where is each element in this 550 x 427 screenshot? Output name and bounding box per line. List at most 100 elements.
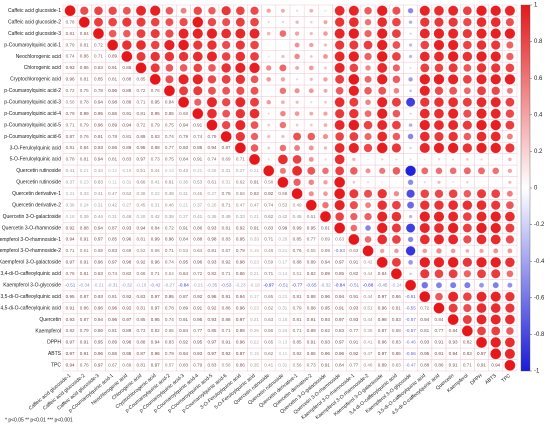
correlation-circle: [419, 131, 430, 142]
correlation-label: 0.91: [321, 363, 330, 368]
correlation-circle: [334, 17, 345, 28]
correlation-label: -0.24: [391, 282, 402, 287]
correlation-label: 0.91: [94, 134, 103, 139]
correlation-circle: [234, 142, 246, 154]
correlation-circle: [334, 142, 345, 154]
correlation-label: 0.95: [137, 145, 146, 150]
correlation-circle: [421, 167, 429, 175]
row-label: Quercetin derivative-1: [12, 191, 61, 197]
correlation-label: 0.49: [165, 191, 174, 196]
correlation-circle: [462, 28, 473, 39]
correlation-circle: [351, 157, 356, 162]
correlation-circle: [267, 55, 270, 58]
correlation-label: 0.93: [349, 305, 358, 310]
correlation-circle: [207, 74, 217, 84]
correlation-circle: [479, 248, 484, 254]
row-label: Caffeic acid glucoside-2: [8, 19, 61, 25]
correlation-circle: [508, 180, 512, 185]
correlation-label: 0.24: [80, 202, 89, 207]
correlation-circle: [391, 17, 401, 27]
correlation-circle: [392, 132, 401, 141]
correlation-circle: [405, 165, 416, 177]
correlation-circle: [391, 257, 402, 267]
correlation-label: 0.55: [307, 248, 316, 253]
correlation-circle: [476, 314, 487, 325]
correlation-label: 0.96: [66, 77, 75, 82]
correlation-label: 0.72: [193, 271, 202, 276]
correlation-circle: [178, 86, 189, 96]
correlation-label: 0.94: [94, 225, 103, 230]
correlation-circle: [165, 75, 174, 84]
correlation-label: 0.91: [250, 225, 259, 230]
correlation-circle: [108, 6, 118, 16]
correlation-circle: [409, 158, 412, 161]
correlation-label: 0.74: [193, 134, 202, 139]
correlation-label: 0.92: [349, 351, 358, 356]
correlation-circle: [476, 97, 487, 108]
correlation-circle: [221, 5, 231, 16]
correlation-circle: [282, 44, 284, 46]
correlation-circle: [334, 40, 345, 50]
correlation-label: 0.74: [165, 317, 174, 322]
correlation-label: 0.93: [66, 65, 75, 70]
correlation-circle: [308, 179, 315, 186]
correlation-label: 0.42: [108, 202, 117, 207]
correlation-label: 0.67: [108, 363, 117, 368]
correlation-circle: [235, 40, 246, 50]
correlation-circle: [480, 181, 483, 184]
correlation-circle: [448, 200, 459, 211]
correlation-label: 0.87: [80, 294, 89, 299]
correlation-label: 0.23: [80, 180, 89, 185]
correlation-circle: [324, 158, 327, 161]
correlation-label: 0.21: [278, 248, 287, 253]
correlation-label: 0.17: [278, 260, 287, 265]
correlation-circle: [149, 73, 161, 85]
correlation-circle: [476, 86, 487, 96]
correlation-circle: [348, 51, 360, 62]
correlation-label: 0.71: [94, 54, 103, 59]
correlation-circle: [335, 166, 345, 176]
correlation-label: -0.32: [320, 282, 331, 287]
correlation-label: 0.95: [122, 351, 131, 356]
correlation-label: 0.87: [108, 225, 117, 230]
correlation-label: 0.62: [264, 351, 273, 356]
correlation-circle: [505, 201, 514, 210]
correlation-circle: [507, 168, 513, 174]
correlation-circle: [435, 282, 443, 289]
correlation-label: 0.96: [94, 260, 103, 265]
correlation-circle: [476, 74, 487, 85]
correlation-label: 0.61: [307, 214, 316, 219]
correlation-label: 0.89: [307, 260, 316, 265]
correlation-label: 0.93: [420, 340, 429, 345]
correlation-circle: [376, 28, 388, 39]
correlation-circle: [335, 86, 344, 95]
correlation-label: 0.88: [193, 145, 202, 150]
correlation-label: 0.53: [278, 202, 287, 207]
correlation-circle: [463, 235, 472, 244]
correlation-label: 0.46: [165, 202, 174, 207]
correlation-circle: [476, 40, 487, 50]
correlation-circle: [447, 291, 459, 302]
correlation-circle: [235, 51, 246, 62]
correlation-circle: [490, 222, 502, 234]
correlation-circle: [221, 28, 232, 39]
correlation-circle: [462, 200, 473, 211]
correlation-circle: [350, 224, 358, 232]
correlation-circle: [492, 282, 499, 289]
correlation-circle: [149, 5, 161, 17]
correlation-label: 0.84: [80, 145, 89, 150]
correlation-label: 0.97: [94, 237, 103, 242]
correlation-circle: [408, 20, 413, 25]
correlation-label: 0.63: [349, 248, 358, 253]
correlation-label: 0.71: [264, 237, 273, 242]
correlation-label: 0.68: [392, 328, 401, 333]
correlation-label: 0.99: [151, 237, 160, 242]
row-label: TPC: [51, 363, 61, 369]
correlation-circle: [448, 63, 458, 73]
correlation-circle: [434, 17, 444, 27]
correlation-label: 0.71: [463, 363, 472, 368]
correlation-circle: [379, 248, 385, 254]
correlation-circle: [378, 167, 386, 175]
correlation-label: 0.87: [80, 317, 89, 322]
